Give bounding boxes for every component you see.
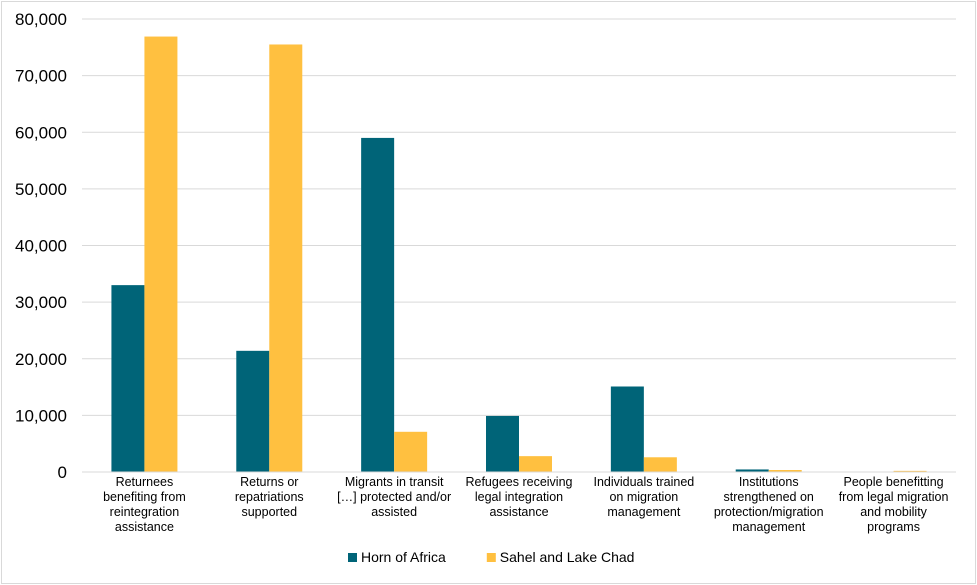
legend: Horn of Africa Sahel and Lake Chad	[348, 549, 634, 565]
x-category-label: Individuals trained on migration managemen…	[593, 475, 694, 519]
y-tick-label: 10,000	[15, 406, 67, 425]
category-line: Returns or	[240, 475, 298, 489]
bar-sahel-and-lake-chad	[519, 456, 552, 472]
category-line: protection/migration	[714, 505, 824, 519]
x-category-label: People benefitting from legal migration an…	[839, 475, 949, 534]
category-line: management	[607, 505, 680, 519]
x-category-label: Refugees receiving legal integration assis…	[465, 475, 572, 519]
bar-horn-of-africa	[111, 285, 145, 472]
category-line: strengthened on	[724, 490, 814, 504]
legend-label-sahel-and-lake-chad: Sahel and Lake Chad	[500, 549, 635, 565]
y-tick-label: 50,000	[15, 180, 67, 199]
x-category-label: Returns or repatriations supported	[235, 475, 304, 519]
y-axis-ticks: 0 10,000 20,000 30,000 40,000 50,000 60,000 70,…	[15, 10, 67, 482]
x-category-label: Migrants in transit […] protected and/or a…	[337, 475, 451, 519]
bar-sahel-and-lake-chad	[893, 470, 927, 472]
category-line: from legal migration	[839, 490, 949, 504]
legend-label-horn-of-africa: Horn of Africa	[361, 549, 446, 565]
y-tick-label: 40,000	[15, 237, 67, 256]
x-axis-categories: Returnees benefiting from reintegration ass…	[103, 475, 948, 534]
y-tick-label: 20,000	[15, 350, 67, 369]
legend-swatch-horn-of-africa	[348, 553, 357, 562]
category-line: supported	[241, 505, 297, 519]
legend-swatch-sahel-and-lake-chad	[486, 553, 496, 562]
category-line: management	[732, 520, 805, 534]
y-tick-label: 30,000	[15, 293, 67, 312]
category-line: assisted	[371, 505, 417, 519]
bars	[111, 36, 927, 473]
category-line: Migrants in transit	[345, 475, 444, 489]
category-line: legal integration	[475, 490, 563, 504]
category-line: Returnees	[116, 475, 174, 489]
bar-sahel-and-lake-chad	[269, 44, 303, 472]
category-line: on migration	[609, 490, 678, 504]
y-tick-label: 80,000	[15, 10, 67, 29]
bar-sahel-and-lake-chad	[144, 36, 178, 473]
category-line: Individuals trained	[593, 475, 694, 489]
bar-horn-of-africa	[735, 469, 769, 472]
category-line: […] protected and/or	[337, 490, 451, 504]
bar-horn-of-africa	[486, 415, 519, 472]
bar-sahel-and-lake-chad	[768, 470, 802, 472]
bar-horn-of-africa	[236, 350, 270, 472]
gridlines	[82, 18, 956, 416]
y-tick-label: 0	[58, 463, 67, 482]
category-line: assistance	[489, 505, 548, 519]
category-line: benefiting from	[103, 490, 186, 504]
category-line: reintegration	[110, 505, 180, 519]
category-line: People benefitting	[844, 475, 944, 489]
category-line: Refugees receiving	[465, 475, 572, 489]
x-category-label: Returnees benefiting from reintegration ass…	[103, 475, 186, 534]
category-line: programs	[867, 520, 920, 534]
bar-sahel-and-lake-chad	[394, 431, 428, 472]
y-tick-label: 70,000	[15, 67, 67, 86]
category-line: Institutions	[739, 475, 799, 489]
bar-horn-of-africa	[610, 386, 644, 472]
x-category-label: Institutions strengthened on protection/mi…	[714, 475, 824, 534]
y-tick-label: 60,000	[15, 123, 67, 142]
category-line: and mobility	[860, 505, 927, 519]
category-line: repatriations	[235, 490, 304, 504]
bar-sahel-and-lake-chad	[643, 457, 677, 472]
category-line: assistance	[115, 520, 174, 534]
bar-horn-of-africa	[361, 137, 395, 472]
